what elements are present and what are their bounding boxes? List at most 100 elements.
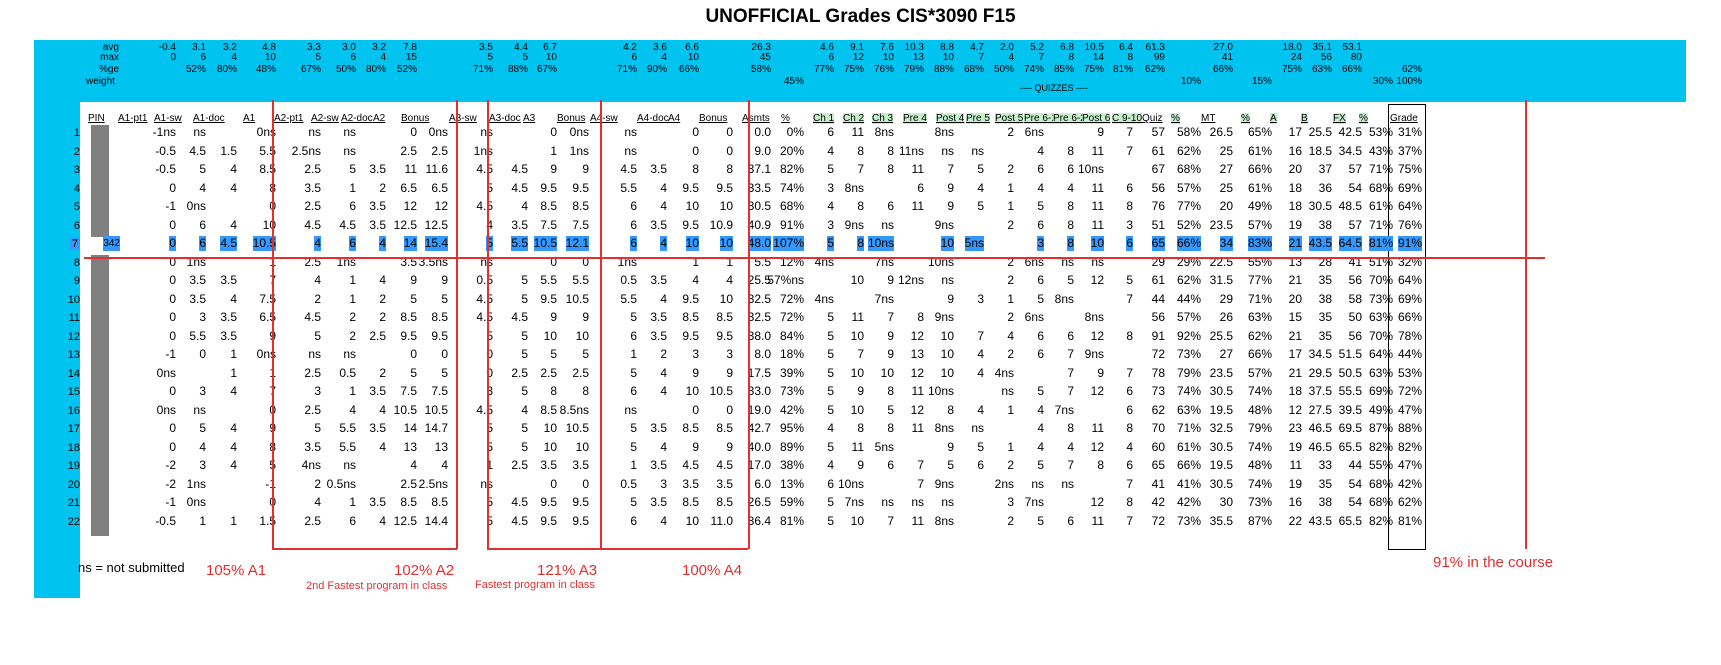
grade-cell[interactable]: 9 bbox=[441, 273, 448, 287]
grade-cell[interactable]: 26.5 bbox=[747, 495, 771, 509]
grade-cell[interactable]: 41 bbox=[1151, 476, 1165, 491]
grade-cell[interactable]: 30.5 bbox=[1209, 384, 1233, 398]
grade-cell[interactable]: 10 bbox=[685, 199, 699, 213]
grade-cell[interactable]: -1 bbox=[165, 495, 176, 509]
grade-cell[interactable]: 107% bbox=[773, 236, 804, 251]
grade-cell[interactable]: 4.5 bbox=[220, 236, 237, 251]
grade-cell[interactable]: 5.5 bbox=[511, 236, 528, 251]
grade-cell[interactable]: 1 bbox=[1007, 439, 1014, 454]
grade-cell[interactable]: 2 bbox=[379, 180, 386, 195]
grade-cell[interactable]: 4.5 bbox=[511, 495, 528, 509]
grade-cell[interactable]: 9 bbox=[887, 328, 894, 343]
grade-cell[interactable]: 9.5 bbox=[716, 180, 733, 195]
grade-cell[interactable]: 68% bbox=[1368, 180, 1393, 195]
grade-cell[interactable]: 3.5 bbox=[682, 476, 699, 491]
grade-cell[interactable]: 56 bbox=[1151, 180, 1165, 195]
grade-cell[interactable]: 5 bbox=[199, 162, 206, 176]
grade-cell[interactable]: 9ns bbox=[1084, 347, 1104, 361]
column-header-38[interactable]: FX bbox=[1333, 113, 1346, 124]
grade-cell[interactable]: 12 bbox=[1090, 384, 1104, 398]
grade-cell[interactable]: 4.5 bbox=[304, 310, 321, 324]
grade-cell[interactable]: 69% bbox=[1397, 180, 1422, 195]
grade-cell[interactable]: 3.5 bbox=[369, 199, 386, 213]
grade-cell[interactable]: 10 bbox=[262, 217, 276, 232]
grade-cell[interactable]: 18.5 bbox=[1308, 143, 1332, 158]
grade-cell[interactable]: 2.5 bbox=[540, 365, 557, 380]
grade-cell[interactable]: 8ns bbox=[874, 125, 894, 139]
grade-cell[interactable]: 4.5 bbox=[476, 310, 493, 324]
grade-cell[interactable]: 63% bbox=[1368, 365, 1393, 380]
grade-cell[interactable]: 2 bbox=[1007, 347, 1014, 361]
grade-cell[interactable]: 4 bbox=[1067, 439, 1074, 454]
grade-cell[interactable]: 5 bbox=[977, 199, 984, 213]
grade-cell[interactable]: 12ns bbox=[897, 273, 924, 287]
grade-cell[interactable]: 4.5 bbox=[476, 199, 493, 213]
grade-cell[interactable]: 5 bbox=[486, 180, 493, 195]
grade-cell[interactable]: 6 bbox=[1037, 273, 1044, 287]
grade-cell[interactable]: 3.5 bbox=[540, 458, 557, 472]
grade-cell[interactable]: 1 bbox=[230, 347, 237, 361]
grade-cell[interactable]: 38% bbox=[779, 458, 804, 472]
grade-cell[interactable]: 4 bbox=[230, 384, 237, 398]
grade-cell[interactable]: 73 bbox=[1151, 384, 1165, 398]
grade-cell[interactable]: 38 bbox=[1318, 217, 1332, 232]
grade-cell[interactable]: 64% bbox=[1368, 347, 1393, 361]
column-header-1[interactable]: PIN bbox=[88, 113, 105, 124]
grade-cell[interactable]: 8 bbox=[692, 162, 699, 176]
grade-cell[interactable]: 71% bbox=[1247, 291, 1272, 306]
grade-cell[interactable]: 91% bbox=[1397, 236, 1422, 251]
grade-cell[interactable]: 8ns bbox=[934, 125, 954, 139]
grade-cell[interactable]: 55.5 bbox=[1338, 384, 1362, 398]
column-header-9[interactable]: A2 bbox=[373, 113, 386, 124]
grade-cell[interactable]: 21 bbox=[1288, 273, 1302, 287]
grade-cell[interactable]: 5 bbox=[486, 236, 493, 251]
grade-cell[interactable]: 4 bbox=[1037, 143, 1044, 158]
grade-cell[interactable]: 11 bbox=[1091, 180, 1104, 195]
grade-cell[interactable]: 3.5 bbox=[189, 291, 206, 306]
grade-cell[interactable]: 9.5 bbox=[540, 513, 557, 528]
grade-cell[interactable]: 3 bbox=[1037, 236, 1044, 251]
grade-cell[interactable]: ns bbox=[1031, 476, 1044, 491]
grade-cell[interactable]: 9ns bbox=[934, 310, 954, 324]
grade-cell[interactable]: 57% bbox=[1247, 217, 1272, 232]
grade-cell[interactable]: 4 bbox=[827, 458, 834, 472]
column-header-37[interactable]: B bbox=[1301, 113, 1308, 124]
grade-cell[interactable]: 8 bbox=[887, 143, 894, 158]
grade-cell[interactable]: 38 bbox=[1318, 495, 1332, 509]
grade-cell[interactable]: 11 bbox=[404, 162, 417, 176]
column-header-6[interactable]: A2-pt1 bbox=[274, 113, 304, 124]
grade-cell[interactable]: 0 bbox=[441, 347, 448, 361]
grade-cell[interactable]: 3.5 bbox=[716, 476, 733, 491]
grade-cell[interactable]: 37.1 bbox=[747, 162, 771, 176]
grade-cell[interactable]: 34.5 bbox=[1338, 143, 1362, 158]
grade-cell[interactable]: 5ns bbox=[874, 439, 894, 454]
grade-cell[interactable]: 70% bbox=[1368, 328, 1393, 343]
grade-cell[interactable]: 65.5 bbox=[1338, 439, 1362, 454]
grade-cell[interactable]: 7 bbox=[1067, 458, 1074, 472]
grade-cell[interactable]: 5 bbox=[314, 421, 321, 435]
grade-cell[interactable]: 6 bbox=[1037, 162, 1044, 176]
grade-cell[interactable]: 17.0 bbox=[747, 458, 771, 472]
grade-cell[interactable]: 7 bbox=[1126, 476, 1133, 491]
grade-cell[interactable]: 35 bbox=[1318, 310, 1332, 324]
grade-cell[interactable]: 4 bbox=[379, 236, 386, 251]
grade-cell[interactable]: 23.5 bbox=[1209, 217, 1233, 232]
grade-cell[interactable]: 5 bbox=[827, 328, 834, 343]
grade-cell[interactable]: 5ns bbox=[964, 236, 984, 251]
grade-cell[interactable]: 2 bbox=[660, 347, 667, 361]
grade-cell[interactable]: 6 bbox=[1126, 236, 1133, 251]
grade-cell[interactable]: 6 bbox=[199, 217, 206, 232]
grade-cell[interactable]: 4 bbox=[379, 439, 386, 454]
grade-cell[interactable]: 1.5 bbox=[259, 513, 276, 528]
grade-cell[interactable]: 8 bbox=[1067, 217, 1074, 232]
grade-cell[interactable]: 8ns bbox=[1084, 310, 1104, 324]
grade-cell[interactable]: 58% bbox=[1176, 125, 1201, 139]
grade-cell[interactable]: 43.5 bbox=[1308, 236, 1332, 251]
grade-cell[interactable]: ns bbox=[881, 217, 894, 232]
grade-cell[interactable]: 8 bbox=[887, 384, 894, 398]
grade-cell[interactable]: 74% bbox=[1247, 439, 1272, 454]
grade-cell[interactable]: 73% bbox=[779, 384, 804, 398]
grade-cell[interactable]: 11.6 bbox=[425, 162, 448, 176]
grade-cell[interactable]: 62 bbox=[1151, 402, 1165, 417]
grade-cell[interactable]: 11 bbox=[911, 421, 924, 435]
